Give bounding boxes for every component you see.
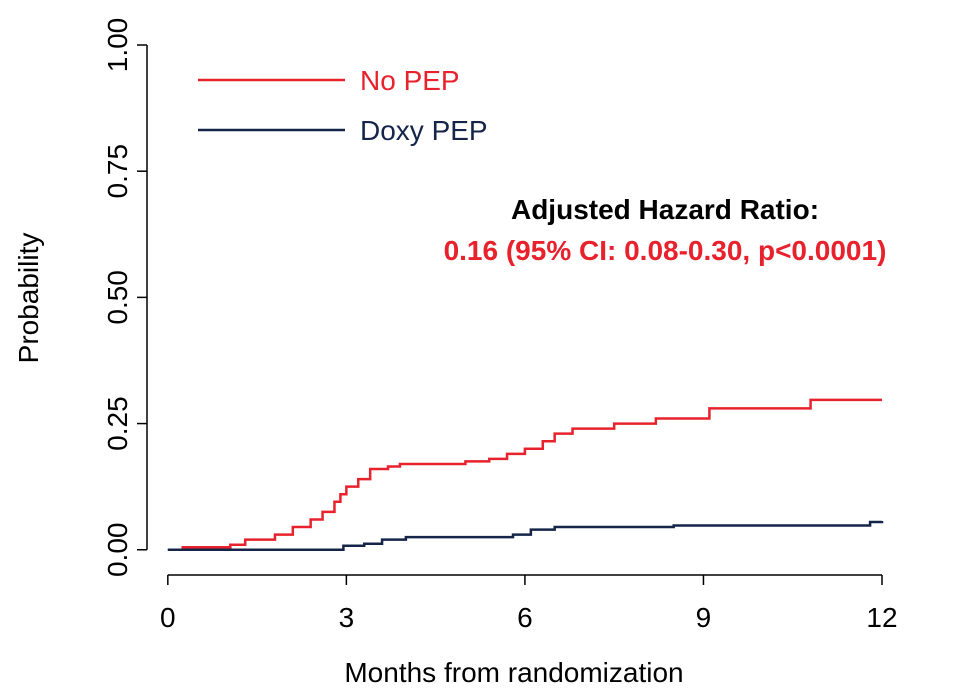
y-tick-label: 1.00: [102, 18, 133, 73]
x-tick-label: 3: [339, 602, 355, 633]
legend-label: Doxy PEP: [360, 115, 488, 146]
y-axis-label: Probability: [13, 233, 44, 364]
x-tick-label: 9: [696, 602, 712, 633]
annotation: 0.16 (95% CI: 0.08-0.30, p<0.0001): [444, 235, 887, 266]
y-tick-label: 0.75: [102, 144, 133, 199]
y-tick-label: 0.00: [102, 523, 133, 578]
survival-line: [167, 398, 882, 552]
x-tick-label: 12: [866, 602, 897, 633]
x-tick-label: 0: [160, 602, 176, 633]
x-axis-label: Months from randomization: [344, 657, 683, 688]
legend-label: No PEP: [360, 65, 460, 96]
y-tick-label: 0.50: [102, 270, 133, 325]
survival-line: [167, 520, 884, 552]
annotation: Adjusted Hazard Ratio:: [511, 194, 819, 225]
x-tick-label: 6: [517, 602, 533, 633]
y-tick-label: 0.25: [102, 396, 133, 451]
